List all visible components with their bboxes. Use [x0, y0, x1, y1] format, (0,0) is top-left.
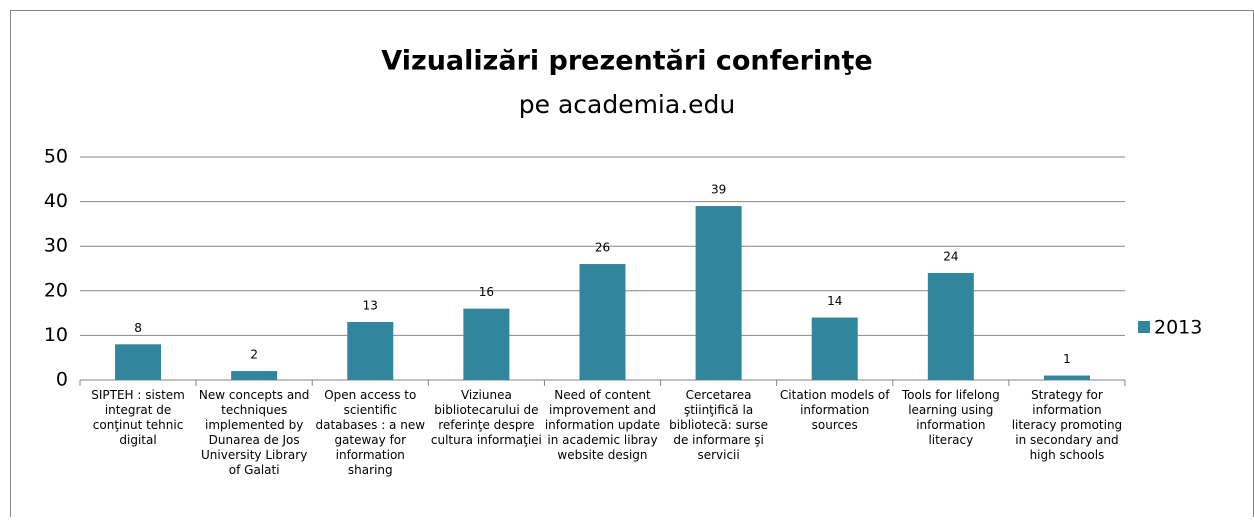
x-tick-label-box: Open access to scientific databases : a … [315, 388, 426, 477]
data-label: 2 [250, 348, 258, 362]
y-tick-label: 30 [44, 235, 68, 257]
y-tick-label: 50 [44, 146, 68, 168]
data-label: 39 [711, 183, 726, 197]
data-label: 13 [363, 299, 378, 313]
data-label: 16 [479, 285, 494, 299]
bar [463, 308, 510, 380]
x-tick-label: Open access to scientific databases : a … [315, 388, 426, 477]
y-tick-label: 40 [44, 190, 68, 212]
x-tick-label-box: Cercetarea ştiinţifică la bibliotecă: su… [669, 388, 769, 462]
y-tick-label: 10 [44, 324, 68, 346]
data-label: 8 [134, 321, 142, 335]
x-tick-label-box: Strategy for information literacy promot… [1011, 388, 1123, 462]
x-tick-label: Citation models of information sources [779, 388, 890, 432]
chart-subtitle: pe academia.edu [519, 90, 736, 119]
x-tick-label-box: Need of content improvement and informat… [544, 388, 661, 462]
data-label: 24 [943, 249, 958, 263]
bar [579, 264, 626, 380]
legend-swatch [1138, 321, 1150, 333]
x-tick-label: New concepts and techniques implemented … [198, 388, 310, 477]
bar [927, 272, 974, 380]
x-tick-label-box: Tools for lifelong learning using inform… [901, 388, 1000, 447]
x-tick-label: Cercetarea ştiinţifică la bibliotecă: su… [669, 388, 769, 462]
x-tick-label: Tools for lifelong learning using inform… [901, 388, 1000, 447]
data-label: 1 [1063, 352, 1071, 366]
legend-label: 2013 [1154, 317, 1202, 339]
bar [115, 344, 162, 380]
x-tick-label: Need of content improvement and informat… [544, 388, 661, 462]
bar [347, 322, 394, 380]
x-tick-label: SIPTEH : sistem integrat de conţinut teh… [91, 388, 185, 447]
y-tick-label: 20 [44, 279, 68, 301]
x-tick-label-box: Citation models of information sources [779, 388, 890, 432]
data-label: 14 [827, 294, 842, 308]
x-tick-label-box: Viziunea bibliotecarului de referinţe de… [430, 388, 542, 447]
bar [231, 371, 278, 380]
bar [1043, 375, 1090, 380]
y-tick-label: 0 [56, 369, 68, 391]
data-label: 26 [595, 241, 610, 255]
x-tick-label-box: New concepts and techniques implemented … [198, 388, 310, 477]
chart-border [10, 10, 1254, 521]
bar [811, 317, 858, 380]
bar [695, 206, 742, 380]
x-tick-label: Viziunea bibliotecarului de referinţe de… [430, 388, 542, 447]
chart-title: Vizualizări prezentări conferinţe [381, 46, 872, 77]
x-tick-label-box: SIPTEH : sistem integrat de conţinut teh… [91, 388, 185, 447]
x-tick-label: Strategy for information literacy promot… [1011, 388, 1123, 462]
